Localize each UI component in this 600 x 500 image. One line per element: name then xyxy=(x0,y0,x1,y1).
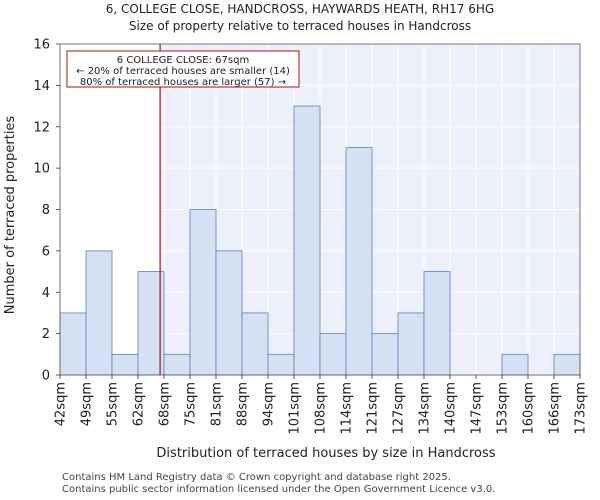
x-tick-label: 101sqm xyxy=(288,382,303,435)
bar-121sqm xyxy=(371,333,399,376)
x-axis-label: Distribution of terraced houses by size … xyxy=(156,446,495,461)
x-tick-label: 173sqm xyxy=(574,382,589,435)
x-tick-label: 140sqm xyxy=(444,382,459,435)
y-tick-label: 16 xyxy=(33,38,50,53)
annotation-border xyxy=(66,50,300,88)
bar-55sqm xyxy=(111,353,139,376)
y-tick-label: 6 xyxy=(42,244,50,259)
bar-108sqm xyxy=(319,333,347,376)
bar-114sqm xyxy=(345,147,373,376)
annotation-line-2: ← 20% of terraced houses are smaller (14… xyxy=(76,66,290,77)
y-tick-label: 8 xyxy=(42,203,50,218)
bar-153sqm xyxy=(501,353,529,376)
bar-42sqm xyxy=(59,312,87,376)
bar-81sqm xyxy=(215,250,243,376)
x-tick-label: 62sqm xyxy=(132,382,147,426)
annotation-box: 6 COLLEGE CLOSE: 67sqm ← 20% of terraced… xyxy=(66,50,300,88)
x-tick-label: 121sqm xyxy=(366,382,381,435)
y-tick-label: 4 xyxy=(42,286,50,301)
y-tick-label: 0 xyxy=(42,369,50,384)
y-tick-label: 14 xyxy=(33,79,50,94)
bar-134sqm xyxy=(423,271,451,376)
y-tick-label: 12 xyxy=(33,120,50,135)
x-tick-label: 55sqm xyxy=(106,382,121,426)
x-tick-label: 114sqm xyxy=(340,382,355,435)
bar-166sqm xyxy=(553,353,581,376)
x-tick-label: 42sqm xyxy=(54,382,69,426)
x-tick-label: 134sqm xyxy=(418,382,433,435)
bar-101sqm xyxy=(293,105,321,376)
chart-title: 6, COLLEGE CLOSE, HANDCROSS, HAYWARDS HE… xyxy=(105,2,495,16)
x-tick-label: 160sqm xyxy=(522,382,537,435)
annotation-line-1: 6 COLLEGE CLOSE: 67sqm xyxy=(117,55,249,66)
x-tick-label: 153sqm xyxy=(496,382,511,435)
y-tick-label: 2 xyxy=(42,327,50,342)
x-tick-label: 94sqm xyxy=(262,382,277,426)
x-tick-label: 81sqm xyxy=(210,382,225,426)
x-tick-label: 49sqm xyxy=(80,382,95,426)
y-tick-label: 10 xyxy=(33,162,50,177)
bar-49sqm xyxy=(85,250,113,376)
x-tick-label: 88sqm xyxy=(236,382,251,426)
x-tick-label: 166sqm xyxy=(548,382,563,435)
y-axis-label: Number of terraced properties xyxy=(3,116,18,315)
x-tick-label: 75sqm xyxy=(184,382,199,426)
x-tick-label: 108sqm xyxy=(314,382,329,435)
footer-line-1: Contains HM Land Registry data © Crown c… xyxy=(62,472,451,483)
bar-75sqm xyxy=(189,209,217,376)
x-tick-label: 147sqm xyxy=(470,382,485,435)
bar-94sqm xyxy=(267,353,295,376)
x-tick-label: 68sqm xyxy=(158,382,173,426)
bar-88sqm xyxy=(241,312,269,376)
bar-68sqm xyxy=(163,353,191,376)
annotation-line-3: 80% of terraced houses are larger (57) → xyxy=(80,77,286,88)
chart-subtitle: Size of property relative to terraced ho… xyxy=(128,19,472,33)
footer-line-2: Contains public sector information licen… xyxy=(62,484,496,495)
x-tick-label: 127sqm xyxy=(392,382,407,435)
bar-127sqm xyxy=(397,312,425,376)
